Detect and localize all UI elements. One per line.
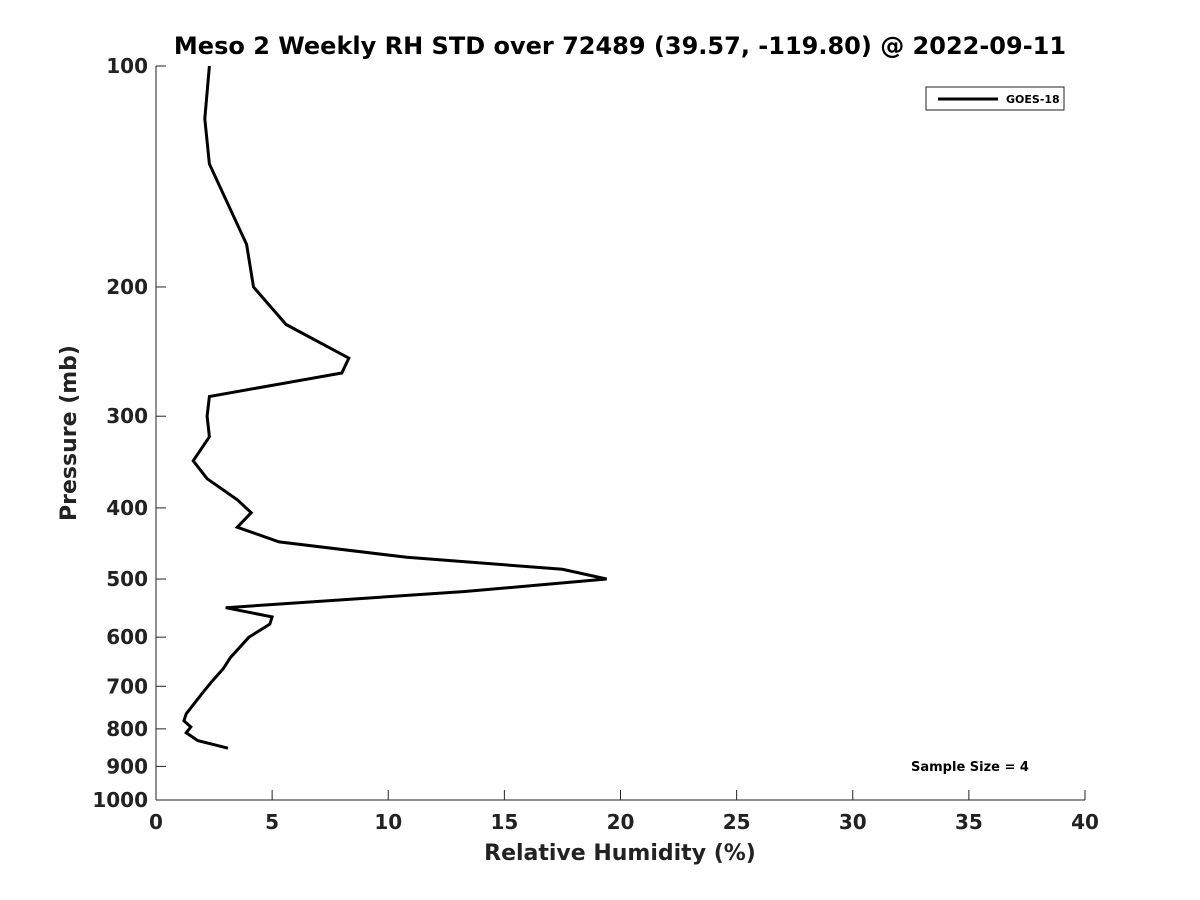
x-tick-label: 30: [839, 810, 867, 834]
x-tick-label: 25: [723, 810, 751, 834]
y-tick-label: 700: [106, 674, 148, 698]
y-tick-label: 400: [106, 496, 148, 520]
x-tick-label: 40: [1071, 810, 1099, 834]
y-tick-label: 200: [106, 275, 148, 299]
sample-size-annotation: Sample Size = 4: [911, 760, 1029, 775]
y-tick-label: 1000: [92, 788, 148, 812]
series-layer: [182, 65, 607, 750]
y-axis-label: Pressure (mb): [57, 345, 82, 521]
y-tick-label: 500: [106, 567, 148, 591]
x-tick-label: 0: [149, 810, 163, 834]
x-tick-label: 20: [607, 810, 635, 834]
x-tick-label: 35: [955, 810, 983, 834]
x-tick-label: 15: [490, 810, 518, 834]
y-tick-label: 600: [106, 625, 148, 649]
x-tick-label: 10: [374, 810, 402, 834]
x-ticks: 0 5 10 15 20 25 30 35 40: [149, 790, 1099, 834]
y-tick-label: 800: [106, 717, 148, 741]
chart-title: Meso 2 Weekly RH STD over 72489 (39.57, …: [174, 32, 1066, 60]
legend: GOES-18: [925, 86, 1065, 111]
y-tick-label: 100: [106, 54, 148, 78]
y-ticks: 100 200 300 400 500 600 700 800 900 1000: [92, 54, 166, 812]
x-axis-label: Relative Humidity (%): [484, 841, 756, 866]
series-line-goes-18: [182, 65, 607, 750]
legend-label-goes-18: GOES-18: [1006, 93, 1060, 106]
axes: [155, 66, 1085, 801]
y-tick-label: 900: [106, 754, 148, 778]
x-tick-label: 5: [265, 810, 279, 834]
y-tick-label: 300: [106, 404, 148, 428]
